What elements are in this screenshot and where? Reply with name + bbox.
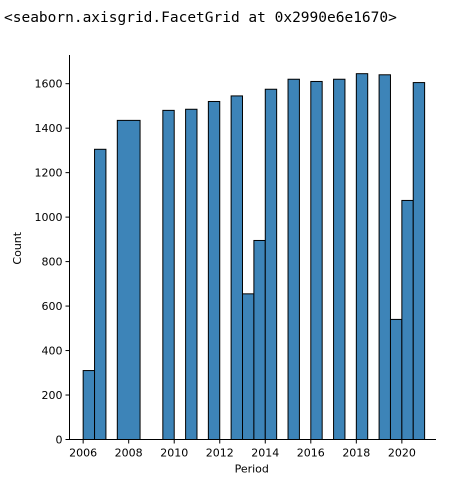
histogram-bar — [185, 108, 198, 441]
x-tick-label: 2006 — [69, 447, 97, 460]
y-tick-label: 400 — [42, 345, 63, 358]
x-axis-label: Period — [235, 463, 269, 476]
cell-output-repr: <seaborn.axisgrid.FacetGrid at 0x2990e6e… — [4, 10, 397, 26]
histogram-bar — [242, 293, 255, 440]
histogram-bar — [389, 318, 403, 440]
bars-layer — [82, 73, 426, 441]
y-tick-label: 1600 — [35, 78, 63, 91]
histogram-bar — [264, 88, 278, 440]
x-tick-label: 2016 — [297, 447, 325, 460]
histogram-bar — [230, 95, 244, 441]
x-tick-label: 2010 — [160, 447, 188, 460]
y-axis-label: Count — [11, 231, 24, 264]
y-tick-label: 600 — [42, 300, 63, 313]
x-tick-label: 2008 — [115, 447, 143, 460]
histogram-bar — [310, 80, 323, 440]
y-tick-label: 0 — [56, 434, 63, 447]
axes-layer: 0 200 400 600 800 1000 1200 1400 1600 2006 2008 201… — [35, 55, 436, 460]
histogram-bar — [412, 82, 426, 440]
x-tick-label: 2014 — [251, 447, 279, 460]
y-tick-label: 1400 — [35, 122, 63, 135]
y-tick-label: 200 — [42, 389, 63, 402]
histogram-bar — [333, 78, 346, 440]
histogram-bar — [82, 370, 96, 440]
histogram-bar — [162, 109, 175, 440]
y-tick-label: 1000 — [35, 211, 63, 224]
y-tick-label: 800 — [42, 256, 63, 269]
histogram-bar — [207, 100, 221, 440]
histogram-bar — [287, 78, 300, 440]
histogram-bar — [355, 73, 369, 441]
histogram-bar — [116, 119, 141, 440]
x-tick-label: 2012 — [206, 447, 234, 460]
histogram-bar — [94, 148, 107, 440]
x-tick-label: 2018 — [342, 447, 370, 460]
histogram-bar — [401, 199, 414, 440]
y-tick-label: 1200 — [35, 167, 63, 180]
histogram-bar — [378, 74, 391, 440]
x-tick-label: 2020 — [388, 447, 416, 460]
histogram-bar — [253, 239, 266, 440]
